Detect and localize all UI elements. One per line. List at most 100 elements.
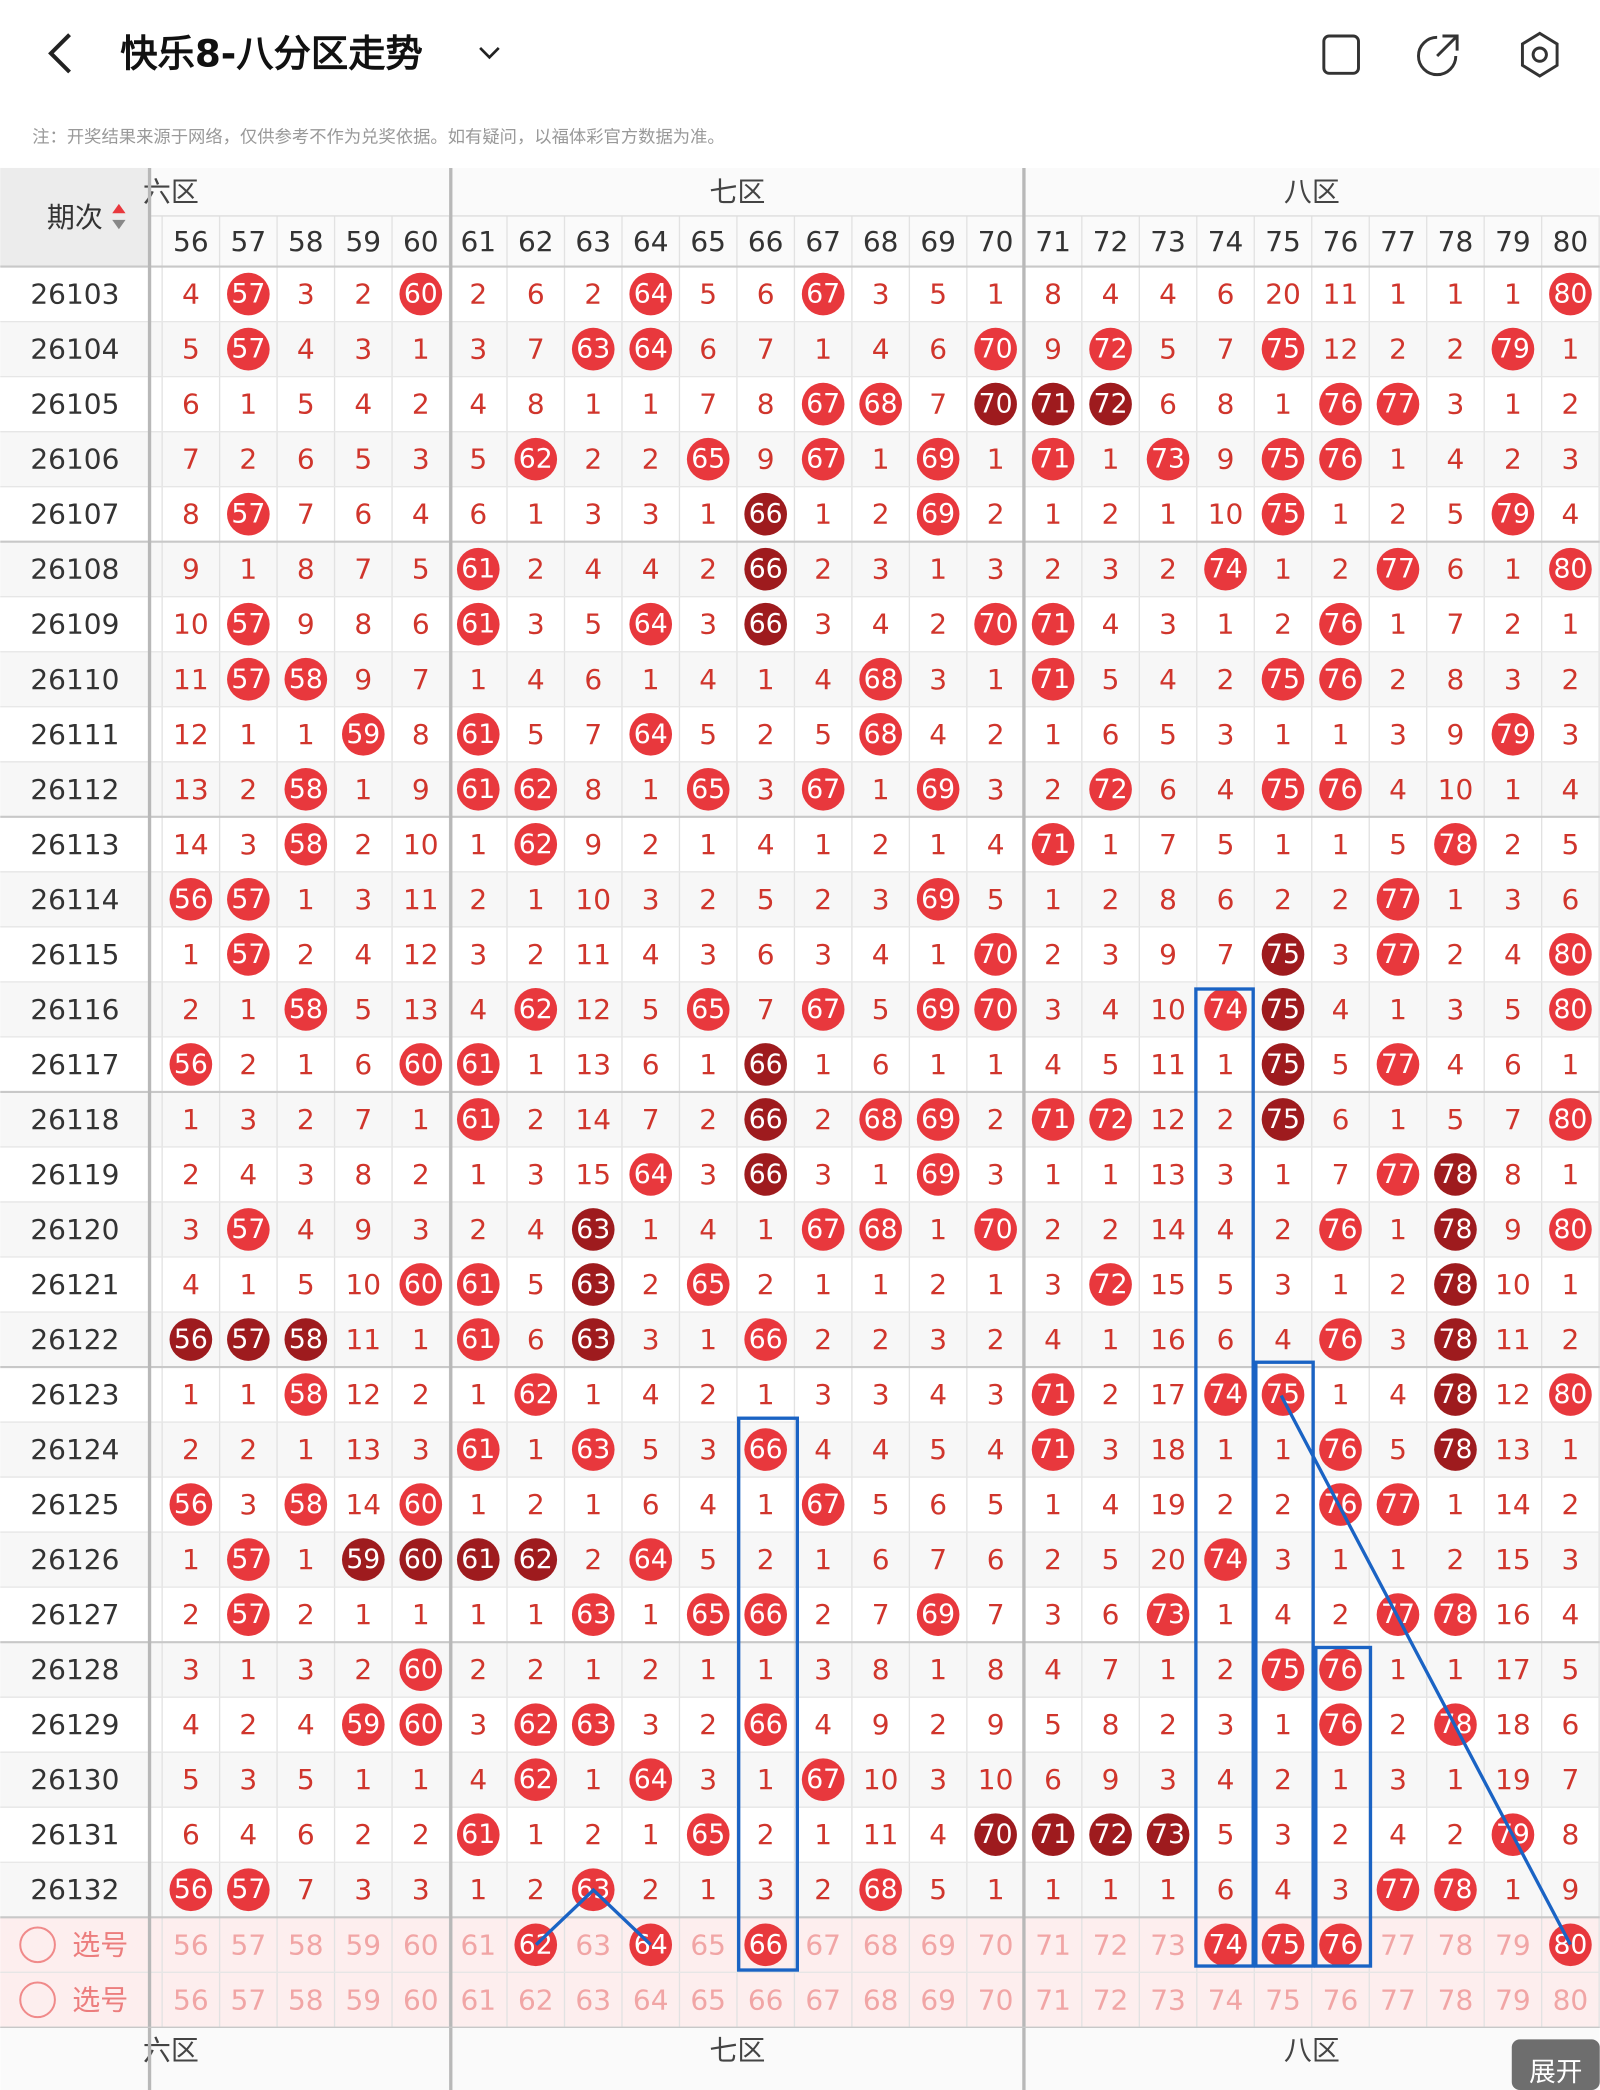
hit-ball-number: 63 — [576, 1324, 610, 1355]
select-number[interactable]: 57 — [231, 1983, 267, 2016]
select-number[interactable]: 63 — [575, 1983, 611, 2016]
expand-label[interactable]: 展开 — [1529, 2057, 1582, 2088]
period: 26117 — [30, 1048, 119, 1081]
select-number[interactable]: 58 — [288, 1928, 324, 1961]
miss-count: 2 — [239, 1433, 257, 1466]
select-number[interactable]: 65 — [690, 1983, 726, 2016]
hit-ball-number: 57 — [231, 1544, 265, 1575]
hit-ball — [629, 1758, 673, 1802]
select-number[interactable]: 67 — [805, 1928, 841, 1961]
select-number[interactable]: 71 — [1035, 1928, 1071, 1961]
select-number[interactable]: 76 — [1323, 1983, 1359, 2016]
miss-count: 5 — [1102, 1543, 1120, 1576]
hit-ball-number: 75 — [1266, 1654, 1300, 1685]
select-number[interactable]: 59 — [346, 1983, 382, 2016]
select-number[interactable]: 60 — [403, 1983, 439, 2016]
select-radio[interactable] — [19, 1926, 56, 1964]
select-number[interactable]: 57 — [231, 1928, 267, 1961]
column-number: 79 — [1495, 225, 1531, 258]
miss-count: 3 — [584, 498, 602, 531]
miss-count: 1 — [814, 1818, 832, 1851]
select-number[interactable]: 61 — [460, 1983, 496, 2016]
select-number[interactable]: 68 — [863, 1983, 899, 2016]
select-number[interactable]: 79 — [1495, 1983, 1531, 2016]
period: 26119 — [30, 1158, 119, 1191]
select-number[interactable]: 65 — [690, 1928, 726, 1961]
select-number[interactable]: 71 — [1035, 1983, 1071, 2016]
miss-count: 2 — [699, 1378, 717, 1411]
select-number[interactable]: 64 — [633, 1983, 669, 2016]
select-number[interactable]: 78 — [1438, 1928, 1474, 1961]
select-number[interactable]: 67 — [805, 1983, 841, 2016]
select-number[interactable]: 56 — [173, 1928, 209, 1961]
miss-count: 8 — [1159, 883, 1177, 916]
miss-count: 1 — [1389, 1213, 1407, 1246]
hit-ball — [1089, 1263, 1132, 1306]
hit-ball — [859, 712, 902, 756]
select-number[interactable]: 72 — [1093, 1983, 1129, 2016]
miss-count: 1 — [1389, 608, 1407, 641]
select-number[interactable]: 69 — [920, 1928, 956, 1961]
select-number[interactable]: 70 — [978, 1983, 1014, 2016]
select-number[interactable]: 80 — [1553, 1983, 1589, 2016]
select-number[interactable]: 70 — [978, 1928, 1014, 1961]
miss-count: 8 — [1504, 1158, 1522, 1191]
select-number[interactable]: 77 — [1380, 1983, 1416, 2016]
layout-icon[interactable] — [1322, 34, 1360, 75]
select-number[interactable]: 61 — [460, 1928, 496, 1961]
dropdown[interactable] — [479, 47, 500, 60]
miss-count: 1 — [297, 1433, 315, 1466]
select-radio[interactable] — [19, 1981, 56, 2019]
annotation-box — [1194, 987, 1255, 1968]
select-number[interactable]: 68 — [863, 1928, 899, 1961]
select-number[interactable]: 63 — [575, 1928, 611, 1961]
select-number[interactable]: 56 — [173, 1983, 209, 2016]
miss-count: 3 — [872, 1378, 890, 1411]
hit-ball-number: 75 — [1266, 664, 1300, 695]
select-number[interactable]: 79 — [1495, 1928, 1531, 1961]
miss-count: 5 — [297, 1268, 315, 1301]
miss-count: 2 — [527, 553, 545, 586]
miss-count: 1 — [1504, 773, 1522, 806]
select-number[interactable]: 73 — [1150, 1983, 1186, 2016]
hit-ball-number: 59 — [346, 1709, 380, 1740]
hit-ball-number: 77 — [1381, 884, 1415, 915]
hit-ball-number: 67 — [806, 1489, 840, 1520]
select-number[interactable]: 77 — [1380, 1928, 1416, 1961]
miss-count: 1 — [527, 1433, 545, 1466]
period: 26121 — [30, 1268, 119, 1301]
hit-ball-number: 62 — [519, 1709, 553, 1740]
expand-button[interactable] — [1511, 2039, 1600, 2090]
hit-ball — [1376, 1043, 1420, 1086]
miss-count: 3 — [1044, 1268, 1062, 1301]
select-number[interactable]: 74 — [1208, 1983, 1244, 2016]
hit-ball-number: 80 — [1553, 1379, 1587, 1410]
share-icon[interactable] — [1417, 34, 1459, 77]
hit-ball — [284, 657, 328, 701]
miss-count: 2 — [1217, 1653, 1235, 1686]
select-number[interactable]: 75 — [1265, 1983, 1301, 2016]
miss-count: 6 — [1332, 1103, 1350, 1136]
hit-ball — [1434, 1318, 1477, 1361]
miss-count: 1 — [1102, 1323, 1120, 1356]
select-number[interactable]: 72 — [1093, 1928, 1129, 1961]
column-number: 77 — [1380, 225, 1416, 258]
back-button[interactable] — [48, 33, 71, 74]
select-number[interactable]: 59 — [346, 1928, 382, 1961]
select-number[interactable]: 62 — [518, 1983, 554, 2016]
select-number[interactable]: 78 — [1438, 1983, 1474, 2016]
select-number[interactable]: 60 — [403, 1928, 439, 1961]
hit-ball — [686, 1813, 730, 1857]
select-number[interactable]: 66 — [748, 1983, 784, 2016]
hit-ball-number: 69 — [921, 1599, 955, 1630]
select-number[interactable]: 69 — [920, 1983, 956, 2016]
hit-ball-number: 72 — [1094, 1104, 1128, 1135]
select-number[interactable]: 73 — [1150, 1928, 1186, 1961]
hit-ball-number: 63 — [576, 334, 610, 365]
miss-count: 12 — [346, 1378, 382, 1411]
miss-count: 4 — [354, 388, 372, 421]
settings-icon[interactable] — [1520, 31, 1559, 78]
miss-count: 2 — [297, 1103, 315, 1136]
select-number[interactable]: 58 — [288, 1983, 324, 2016]
